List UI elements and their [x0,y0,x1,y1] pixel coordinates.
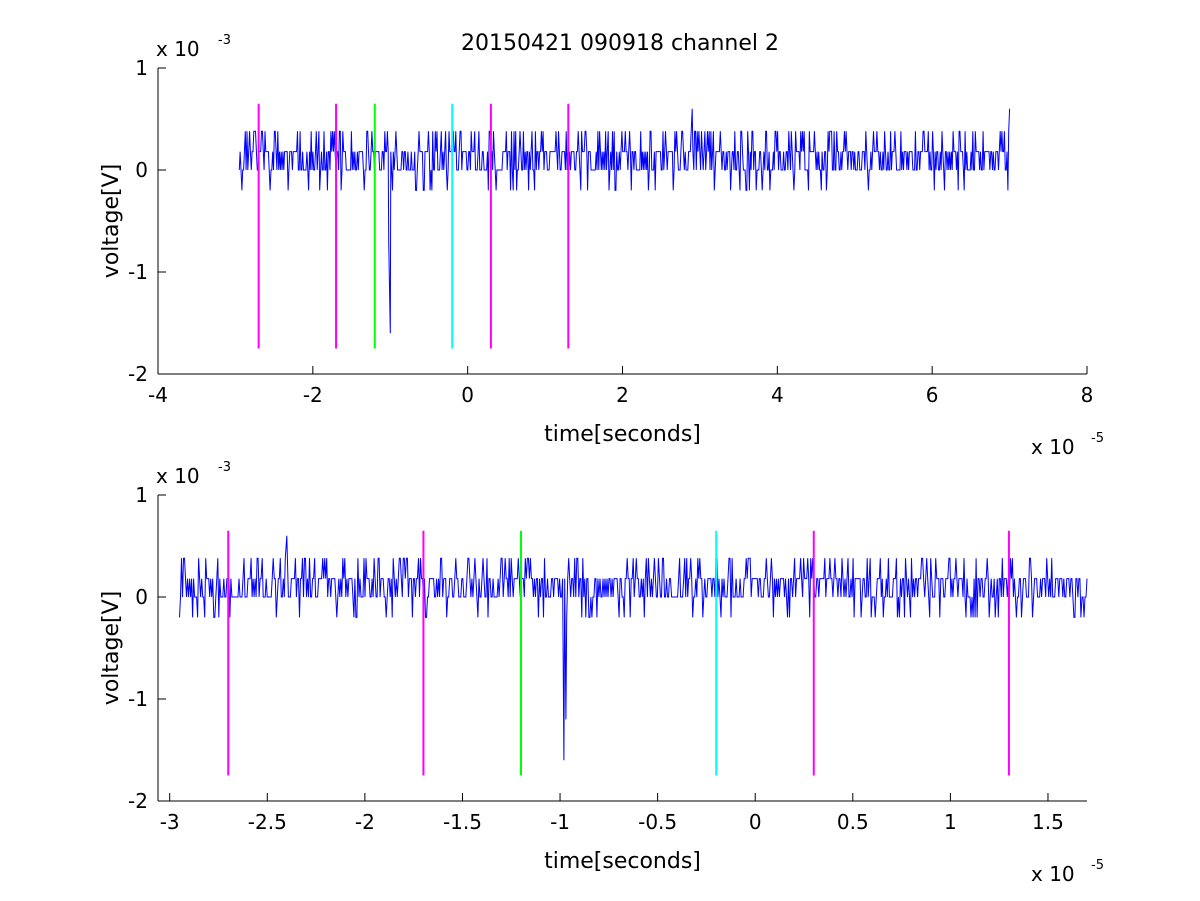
y-tick-label: 0 [135,585,148,609]
x-tick-label: 8 [1081,383,1094,407]
x-tick-label: 1 [944,810,957,834]
y-tick-label: -2 [128,362,148,386]
x-multiplier: x 10 [1031,862,1075,886]
x-tick-label: 6 [926,383,939,407]
x-tick-label: -2.5 [248,810,287,834]
y-tick-label: -2 [128,789,148,813]
y-axis-label: voltage[V] [99,164,124,278]
x-multiplier-exponent: -5 [1091,431,1104,446]
x-tick-label: 0 [749,810,762,834]
x-tick-label: -4 [148,383,168,407]
y-multiplier: x 10 [156,37,200,61]
y-tick-label: 0 [135,158,148,182]
y-tick-label: 1 [135,483,148,507]
x-tick-label: 0 [461,383,474,407]
x-multiplier-exponent: -5 [1091,858,1104,873]
top-panel: -4 -2 0 2 4 6 8-2-101time[seconds]voltage[V]x … [99,33,1104,459]
y-multiplier: x 10 [156,464,200,488]
x-tick-label: 2 [616,383,629,407]
x-tick-label: 0.5 [837,810,869,834]
y-tick-label: -1 [128,687,148,711]
x-tick-label: -0.5 [638,810,677,834]
bottom-panel: -3 -2.5 -2 -1.5 -1 -0.5 0 0.5 1 1.5 -2 -1 0 1 time[sec… [99,460,1104,886]
x-tick-label: -2 [303,383,323,407]
x-axis-label: time[seconds] [544,849,701,874]
x-tick-label: 4 [771,383,784,407]
x-tick-label: -3 [160,810,180,834]
y-tick-label: 1 [135,56,148,80]
y-tick-label: -1 [128,260,148,284]
figure-title: 20150421 090918 channel 2 [461,31,779,56]
x-tick-label: -1 [550,810,570,834]
voltage-trace [179,535,1088,761]
x-multiplier: x 10 [1031,435,1075,459]
x-tick-label: 1.5 [1032,810,1064,834]
voltage-trace [238,108,1011,334]
x-tick-label: -1.5 [443,810,482,834]
y-axis-label: voltage[V] [99,591,124,705]
x-axis-label: time[seconds] [544,422,701,447]
y-multiplier-exponent: -3 [218,460,231,475]
y-multiplier-exponent: -3 [218,33,231,48]
x-tick-label: -2 [355,810,375,834]
